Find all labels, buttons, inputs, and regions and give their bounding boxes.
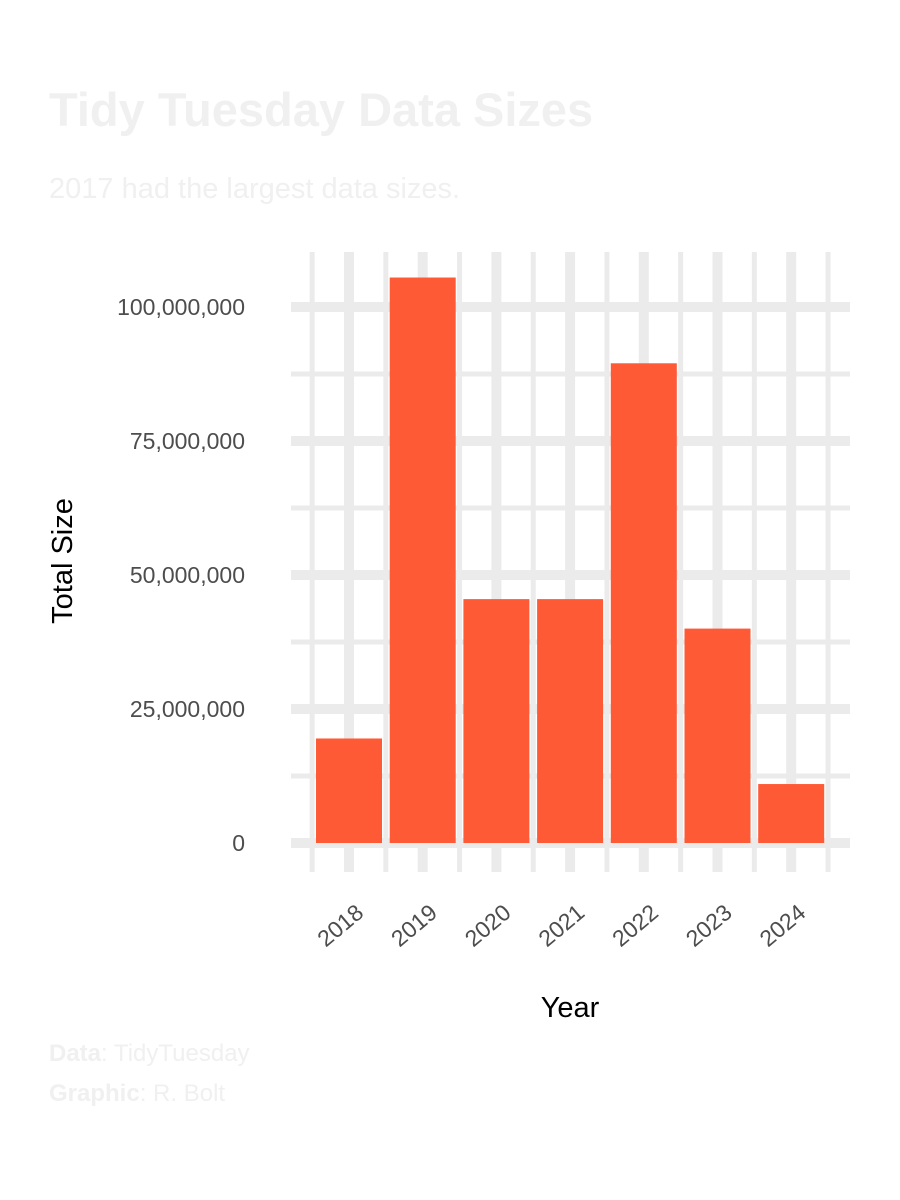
caption-data-value: : TidyTuesday <box>101 1040 250 1067</box>
chart-subtitle: 2017 had the largest data sizes. <box>49 173 461 205</box>
bars <box>316 277 825 843</box>
caption-data: Data: TidyTuesday <box>49 1040 250 1068</box>
chart-title: Tidy Tuesday Data Sizes <box>49 83 594 136</box>
x-tick-label: 2024 <box>755 899 811 952</box>
caption-graphic-value: : R. Bolt <box>139 1080 226 1107</box>
x-tick-label: 2023 <box>681 899 737 952</box>
bar-2020 <box>463 599 530 843</box>
x-tick-labels: 2018 2019 2020 2021 2022 2023 2024 <box>312 899 810 952</box>
y-tick-label: 50,000,000 <box>130 562 245 588</box>
caption-graphic-label: Graphic <box>49 1080 140 1107</box>
bar-2023 <box>684 628 751 843</box>
bar-2018 <box>316 738 382 843</box>
bar-2021 <box>537 599 604 843</box>
caption-data-label: Data <box>49 1040 102 1067</box>
x-tick-label: 2019 <box>386 899 442 952</box>
bar-2022 <box>610 363 677 843</box>
y-tick-label: 75,000,000 <box>130 428 245 454</box>
y-tick-label: 0 <box>232 830 245 856</box>
bar-2019 <box>389 277 456 843</box>
y-tick-label: 100,000,000 <box>117 294 245 320</box>
x-tick-label: 2020 <box>460 899 516 952</box>
y-axis-title: Total Size <box>47 498 79 624</box>
x-tick-label: 2018 <box>312 899 368 952</box>
x-tick-label: 2022 <box>607 899 663 952</box>
caption-graphic: Graphic: R. Bolt <box>49 1080 225 1108</box>
y-tick-labels: 0 25,000,000 50,000,000 75,000,000 100,000,0… <box>117 294 245 856</box>
grid-lines <box>291 252 850 872</box>
x-tick-label: 2021 <box>533 899 589 952</box>
y-tick-label: 25,000,000 <box>130 696 245 722</box>
x-axis-title: Year <box>541 992 600 1024</box>
bar-2024 <box>758 784 825 843</box>
